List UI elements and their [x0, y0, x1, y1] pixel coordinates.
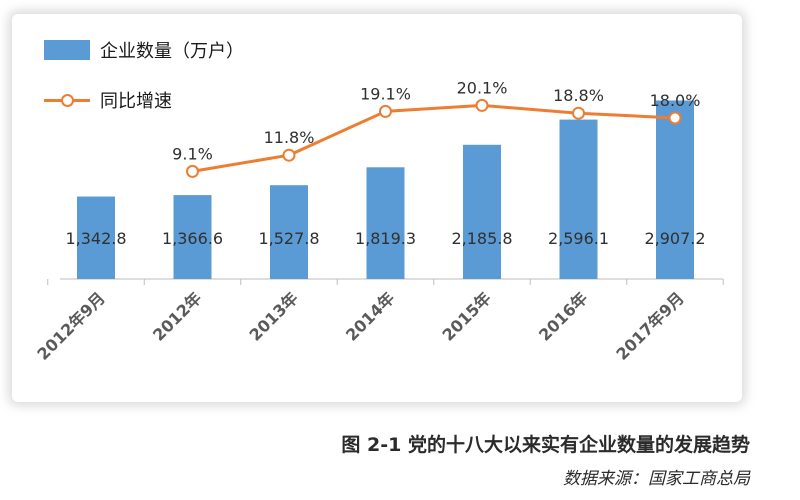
growth-value-label: 18.8% [553, 86, 604, 105]
x-tick-label: 2015年 [439, 288, 495, 344]
figure-number: 图 2-1 [341, 434, 402, 456]
bar-5 [559, 119, 598, 279]
x-tick-label: 2012年 [149, 288, 205, 344]
growth-point [572, 106, 585, 120]
legend-bar-swatch [44, 40, 90, 60]
growth-point [668, 111, 682, 125]
x-tick-label: 2014年 [342, 288, 398, 344]
growth-point [475, 98, 489, 112]
bar-value-label: 2,185.8 [451, 229, 512, 248]
growth-value-label: 11.8% [264, 128, 315, 147]
growth-point [282, 148, 296, 162]
legend-item-growth: 同比增速 [44, 88, 244, 112]
legend-item-enterprises: 企业数量（万户） [44, 38, 244, 62]
growth-point [379, 104, 392, 118]
figure-caption: 图 2-1 党的十八大以来实有企业数量的发展趋势 [230, 430, 750, 457]
growth-value-label: 19.1% [360, 84, 411, 103]
bar-6 [656, 100, 694, 279]
bar-0 [77, 196, 115, 279]
x-tick-label: 2012年9月 [33, 288, 108, 363]
figure-title: 党的十八大以来实有企业数量的发展趋势 [407, 434, 750, 456]
bar-value-label: 1,366.6 [162, 229, 223, 248]
growth-value-label: 20.1% [457, 78, 508, 97]
bar-value-label: 1,819.3 [355, 229, 416, 248]
chart-plot: 1,342.8 2012年9月 1,366.6 2012年 1,527.8 2013年 1,… [33, 78, 724, 364]
growth-value-label: 18.0% [650, 91, 701, 110]
growth-line [192, 103, 676, 173]
bar-3 [366, 167, 405, 279]
legend-line-swatch [44, 90, 90, 110]
chart-legend: 企业数量（万户） 同比增速 [44, 38, 244, 138]
chart-card: 1,342.8 2012年9月 1,366.6 2012年 1,527.8 2013年 1,… [12, 14, 742, 402]
bar-value-label: 1,342.8 [65, 229, 126, 248]
bar-value-label: 2,907.2 [644, 229, 705, 248]
data-source: 数据来源：国家工商总局 [563, 469, 750, 489]
legend-label-growth: 同比增速 [100, 91, 172, 112]
bar-1 [173, 195, 212, 279]
growth-value-label: 9.1% [172, 144, 213, 163]
bar-2 [270, 185, 308, 279]
x-tick-label: 2016年 [535, 288, 591, 344]
legend-label-enterprises: 企业数量（万户） [100, 41, 244, 62]
growth-point [186, 164, 199, 178]
x-tick-label: 2013年 [246, 288, 302, 344]
x-tick-label: 2017年9月 [612, 288, 687, 363]
bar-4 [463, 144, 501, 279]
bar-value-label: 2,596.1 [548, 229, 609, 248]
bar-value-label: 1,527.8 [258, 229, 319, 248]
